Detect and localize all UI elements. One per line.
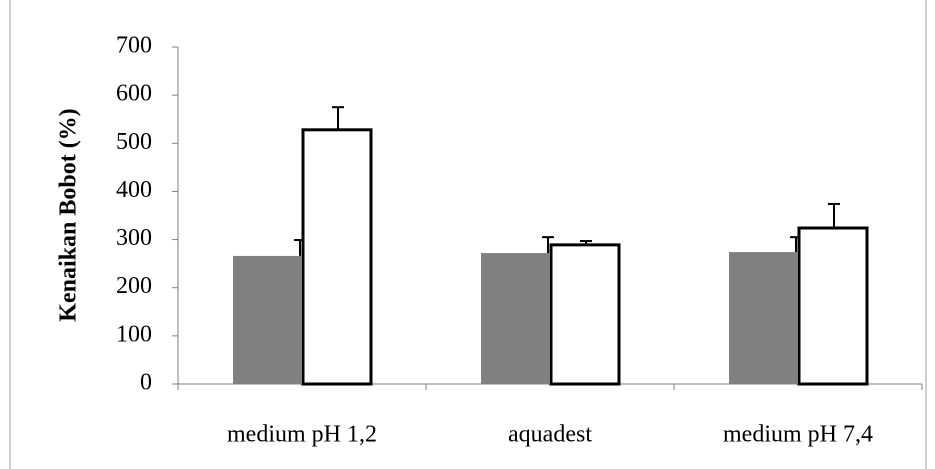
y-tick-label: 400 <box>116 177 152 203</box>
chart-frame <box>9 0 927 469</box>
bar <box>549 243 621 386</box>
x-tick-label: medium pH 7,4 <box>723 422 873 448</box>
y-tick-label: 100 <box>116 321 152 347</box>
bar <box>301 128 373 386</box>
x-tick-label: medium pH 1,2 <box>227 422 377 448</box>
y-tick-label: 600 <box>116 81 152 107</box>
bar <box>233 255 301 384</box>
y-tick-label: 0 <box>140 370 152 396</box>
y-tick-label: 500 <box>116 129 152 155</box>
y-tick-label: 300 <box>116 225 152 251</box>
bar <box>481 253 549 384</box>
y-tick-label: 700 <box>116 33 152 59</box>
x-tick-label: aquadest <box>508 422 592 448</box>
bar <box>729 252 797 384</box>
y-axis-label: Kenaikan Bobot (%) <box>56 108 82 321</box>
bar <box>797 226 869 386</box>
y-tick-label: 200 <box>116 273 152 299</box>
